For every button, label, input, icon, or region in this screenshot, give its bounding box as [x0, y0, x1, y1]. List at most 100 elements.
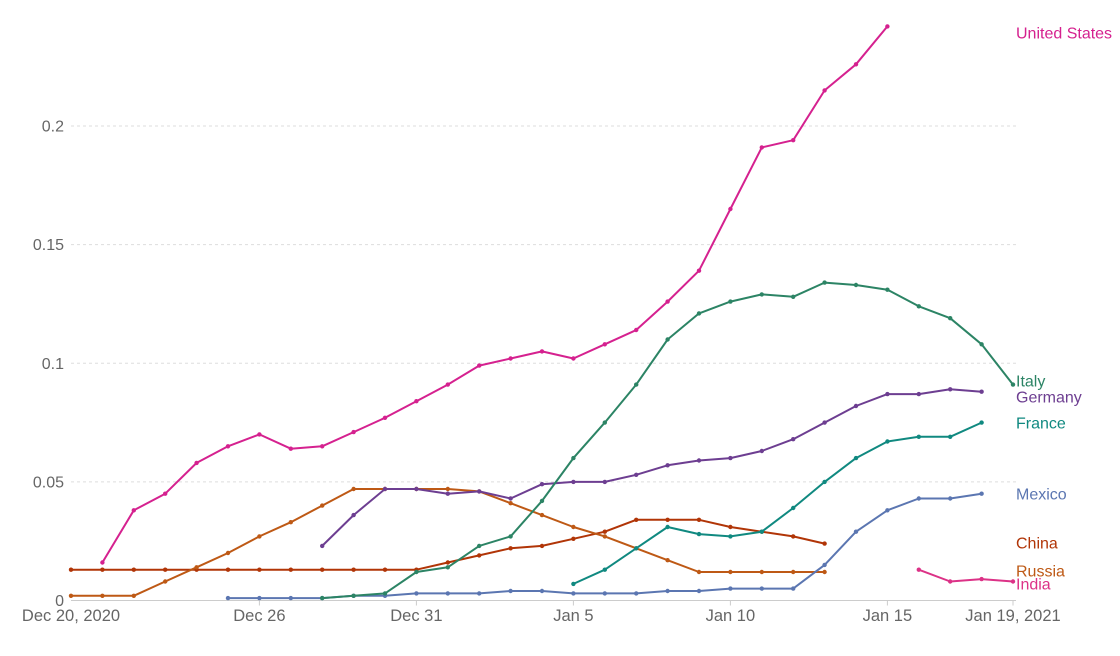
data-point-china[interactable]: [163, 567, 168, 572]
data-point-germany[interactable]: [571, 479, 576, 485]
data-point-china[interactable]: [539, 543, 545, 549]
data-point-mexico[interactable]: [508, 588, 513, 594]
data-point-russia[interactable]: [131, 593, 136, 598]
series-line-germany[interactable]: [321, 388, 982, 547]
data-point-russia[interactable]: [602, 534, 607, 539]
data-point-russia[interactable]: [696, 569, 702, 575]
data-point-mexico[interactable]: [445, 591, 450, 596]
data-point-china[interactable]: [288, 567, 293, 572]
data-point-france[interactable]: [948, 434, 953, 439]
data-point-italy[interactable]: [539, 498, 545, 504]
data-point-united-states[interactable]: [100, 560, 105, 565]
data-point-india[interactable]: [916, 567, 921, 572]
legend-label-russia[interactable]: Russia: [1016, 564, 1065, 581]
data-point-united-states[interactable]: [131, 508, 136, 513]
data-point-mexico[interactable]: [257, 595, 262, 601]
data-point-mexico[interactable]: [948, 496, 953, 501]
data-point-germany[interactable]: [916, 391, 921, 397]
data-point-italy[interactable]: [320, 595, 325, 601]
data-point-italy[interactable]: [728, 299, 733, 304]
data-point-france[interactable]: [791, 505, 796, 511]
data-point-china[interactable]: [822, 541, 827, 546]
data-point-mexico[interactable]: [822, 562, 827, 568]
data-point-italy[interactable]: [414, 569, 419, 575]
data-point-italy[interactable]: [696, 311, 702, 316]
data-point-china[interactable]: [445, 560, 450, 565]
data-point-united-states[interactable]: [728, 206, 733, 212]
data-point-france[interactable]: [979, 420, 984, 425]
data-point-china[interactable]: [382, 567, 388, 572]
data-point-russia[interactable]: [665, 558, 670, 563]
data-point-germany[interactable]: [414, 486, 419, 492]
data-point-germany[interactable]: [948, 387, 953, 392]
data-point-mexico[interactable]: [791, 586, 796, 591]
data-point-united-states[interactable]: [634, 327, 639, 333]
data-point-china[interactable]: [696, 517, 702, 522]
data-point-united-states[interactable]: [320, 444, 325, 449]
data-point-mexico[interactable]: [225, 595, 231, 601]
data-point-russia[interactable]: [288, 520, 293, 525]
data-point-italy[interactable]: [979, 342, 984, 347]
data-point-italy[interactable]: [791, 294, 796, 299]
series-line-italy[interactable]: [322, 281, 1014, 600]
data-point-mexico[interactable]: [916, 496, 921, 501]
data-point-italy[interactable]: [634, 382, 639, 387]
data-point-united-states[interactable]: [539, 349, 545, 354]
data-point-united-states[interactable]: [163, 491, 168, 496]
data-point-china[interactable]: [320, 567, 325, 572]
data-point-france[interactable]: [696, 531, 702, 537]
data-point-mexico[interactable]: [539, 588, 545, 594]
data-point-united-states[interactable]: [759, 145, 764, 150]
data-point-united-states[interactable]: [508, 356, 513, 361]
data-point-italy[interactable]: [1010, 382, 1016, 387]
data-point-italy[interactable]: [822, 280, 827, 285]
data-point-germany[interactable]: [696, 458, 702, 463]
data-point-france[interactable]: [571, 581, 576, 587]
data-point-united-states[interactable]: [822, 88, 827, 93]
data-point-mexico[interactable]: [696, 588, 702, 594]
data-point-china[interactable]: [257, 567, 262, 572]
data-point-germany[interactable]: [445, 491, 450, 496]
data-point-russia[interactable]: [163, 579, 168, 584]
data-point-china[interactable]: [791, 534, 796, 539]
data-point-germany[interactable]: [791, 437, 796, 442]
data-point-india[interactable]: [1010, 579, 1016, 584]
legend-label-mexico[interactable]: Mexico: [1016, 487, 1067, 504]
data-point-germany[interactable]: [979, 389, 984, 394]
series-line-russia[interactable]: [71, 488, 825, 597]
data-point-italy[interactable]: [665, 337, 670, 342]
data-point-russia[interactable]: [728, 569, 733, 575]
data-point-united-states[interactable]: [257, 432, 262, 437]
legend-label-china[interactable]: China: [1016, 536, 1058, 553]
data-point-united-states[interactable]: [288, 446, 293, 451]
data-point-russia[interactable]: [351, 486, 356, 492]
series-line-united-states[interactable]: [101, 25, 889, 564]
legend-label-germany[interactable]: Germany: [1016, 390, 1082, 407]
data-point-china[interactable]: [477, 553, 482, 558]
data-point-russia[interactable]: [759, 569, 764, 575]
data-point-mexico[interactable]: [571, 591, 576, 596]
data-point-italy[interactable]: [477, 543, 482, 549]
data-point-russia[interactable]: [100, 593, 105, 598]
data-point-italy[interactable]: [948, 316, 953, 321]
data-point-china[interactable]: [100, 567, 105, 572]
data-point-mexico[interactable]: [665, 588, 670, 594]
data-point-france[interactable]: [853, 455, 859, 461]
data-point-italy[interactable]: [853, 282, 859, 288]
data-point-russia[interactable]: [508, 501, 513, 506]
series-line-france[interactable]: [572, 421, 983, 585]
data-point-italy[interactable]: [602, 420, 607, 425]
data-point-china[interactable]: [571, 536, 576, 541]
data-point-italy[interactable]: [885, 287, 890, 292]
data-point-russia[interactable]: [445, 486, 450, 492]
data-point-italy[interactable]: [916, 304, 921, 309]
data-point-germany[interactable]: [759, 448, 764, 454]
data-point-united-states[interactable]: [477, 363, 482, 368]
data-point-italy[interactable]: [382, 591, 388, 596]
data-point-china[interactable]: [68, 567, 74, 572]
data-point-mexico[interactable]: [477, 591, 482, 596]
data-point-united-states[interactable]: [351, 429, 356, 435]
data-point-france[interactable]: [728, 534, 733, 539]
data-point-russia[interactable]: [822, 569, 827, 575]
data-point-united-states[interactable]: [791, 138, 796, 143]
